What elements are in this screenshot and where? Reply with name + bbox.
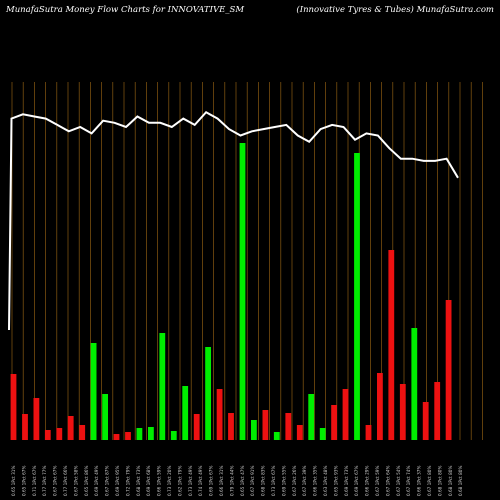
x-tick-label: 0.66 1Pct 37% bbox=[417, 466, 422, 496]
flow-bar bbox=[125, 432, 131, 440]
x-tick-label: 0.68 1Pct 73% bbox=[136, 466, 141, 496]
flow-bar bbox=[90, 343, 97, 440]
flow-bar bbox=[399, 384, 406, 440]
flow-bar bbox=[251, 420, 257, 440]
flow-bar bbox=[33, 398, 40, 440]
x-tick-label: 0.68 1Pct 83% bbox=[261, 466, 266, 496]
flow-bar bbox=[434, 382, 441, 440]
x-tick-label: 0.67 1Pct 54% bbox=[396, 466, 401, 496]
flow-bar bbox=[216, 389, 223, 440]
flow-bar bbox=[113, 434, 120, 440]
x-tick-label: 0.67 1Pct 74% bbox=[406, 466, 411, 496]
x-tick-label: 0.69 1Pct 49% bbox=[94, 466, 99, 496]
x-tick-label: 0.66 1Pct 31% bbox=[219, 466, 224, 496]
flow-bar bbox=[342, 389, 349, 440]
x-tick-label: 0.69 1Pct 55% bbox=[281, 466, 286, 496]
x-tick-label: 0.69 1Pct 67% bbox=[354, 466, 359, 496]
flow-bar bbox=[377, 373, 383, 440]
x-tick-label: 0.67 1Pct 67% bbox=[53, 466, 58, 496]
x-tick-label: 0.71 1Pct 67% bbox=[32, 466, 37, 496]
flow-bar bbox=[228, 413, 234, 440]
flow-bar bbox=[102, 394, 108, 440]
x-tick-label: 0.77 1Pct 66% bbox=[63, 466, 68, 496]
x-tick-label: 0.69 1Pct 95% bbox=[115, 466, 120, 496]
x-tick-label: 0.67 1Pct 58% bbox=[73, 466, 78, 496]
flow-bar bbox=[136, 428, 143, 440]
x-tick-label: 0.67 1Pct 59% bbox=[375, 466, 380, 496]
flow-bar bbox=[182, 386, 189, 440]
flow-bar bbox=[44, 430, 51, 440]
x-tick-label: 0.68 1Pct 80% bbox=[448, 466, 453, 496]
x-tick-label: 0.67 1Pct 80% bbox=[427, 466, 432, 496]
x-tick-label: 0.68 1Pct 80% bbox=[437, 466, 442, 496]
flow-bar bbox=[296, 425, 303, 440]
flow-bar bbox=[148, 427, 154, 440]
x-tick-label: 0.77 1Pct 77% bbox=[42, 466, 47, 496]
chart-subtitle: (Innovative Tyres & Tubes) MunafaSutra.c… bbox=[296, 5, 494, 15]
x-tick-label: 0.68 1Pct 80% bbox=[458, 466, 463, 496]
flow-bar bbox=[262, 410, 269, 440]
x-tick-label: 0.67 1Pct 64% bbox=[385, 466, 390, 496]
flow-bars bbox=[10, 143, 452, 440]
x-tick-label: 0.74 1Pct 49% bbox=[198, 466, 203, 496]
grid-lines bbox=[11, 82, 483, 440]
flow-bar bbox=[354, 153, 360, 440]
x-tick-label: 0.72 1Pct 79% bbox=[125, 466, 130, 496]
flow-bar bbox=[56, 428, 63, 440]
flow-bar bbox=[193, 414, 200, 440]
flow-bar bbox=[79, 425, 86, 440]
x-tick-label: 0.67 1Pct 39% bbox=[302, 466, 307, 496]
x-tick-label: 0.65 1Pct 47% bbox=[240, 466, 245, 496]
x-tick-label: 0.73 1Pct 67% bbox=[271, 466, 276, 496]
flow-bar bbox=[273, 432, 280, 440]
flow-bar bbox=[388, 250, 395, 440]
x-tick-label: 0.63 1Pct 48% bbox=[323, 466, 328, 496]
price-line bbox=[8, 110, 459, 331]
chart-title: MunafaSutra Money Flow Charts for INNOVA… bbox=[6, 5, 245, 15]
x-tick-label: 0.66 1Pct 29% bbox=[365, 466, 370, 496]
x-tick-label: 0.69 1Pct 73% bbox=[344, 466, 349, 496]
x-tick-label: 0.67 1Pct 26% bbox=[292, 466, 297, 496]
flow-bar bbox=[170, 431, 177, 440]
flow-bar bbox=[285, 413, 292, 440]
x-tick-label: 0.67 1Pct 87% bbox=[105, 466, 110, 496]
x-tick-label: 0.65 1Pct 31% bbox=[11, 466, 16, 496]
flow-bar bbox=[308, 394, 315, 440]
flow-bar bbox=[365, 425, 372, 440]
flow-bar bbox=[411, 328, 418, 440]
flow-bar bbox=[205, 347, 211, 440]
flow-bar bbox=[422, 402, 429, 440]
x-tick-label: 0.62 1Pct 79% bbox=[177, 466, 182, 496]
x-tick-label: 0.65 1Pct 67% bbox=[21, 466, 26, 496]
x-tick-label: 0.65 1Pct 86% bbox=[84, 466, 89, 496]
x-tick-label: 0.65 1Pct 93% bbox=[333, 466, 338, 496]
x-tick-label: 0.66 1Pct 59% bbox=[157, 466, 162, 496]
x-tick-label: 0.73 1Pct 20% bbox=[167, 466, 172, 496]
flow-bar bbox=[319, 428, 326, 440]
x-tick-labels: 0.65 1Pct 31% 0.65 1Pct 67% 0.71 1Pct 67% 0… bbox=[11, 466, 463, 496]
x-tick-label: 0.69 1Pct 68% bbox=[146, 466, 151, 496]
flow-bar bbox=[445, 300, 452, 440]
flow-bar bbox=[67, 416, 74, 440]
x-tick-label: 0.67 1Pct 91% bbox=[250, 466, 255, 496]
x-tick-label: 0.73 1Pct 49% bbox=[188, 466, 193, 496]
flow-bar bbox=[331, 405, 337, 440]
flow-bar bbox=[10, 374, 17, 440]
x-tick-label: 0.66 1Pct 35% bbox=[313, 466, 318, 496]
flow-bar bbox=[22, 414, 28, 440]
x-tick-label: 0.69 1Pct 67% bbox=[209, 466, 214, 496]
flow-bar bbox=[239, 143, 246, 440]
x-tick-label: 0.79 1Pct 44% bbox=[229, 466, 234, 496]
flow-bar bbox=[159, 333, 166, 440]
